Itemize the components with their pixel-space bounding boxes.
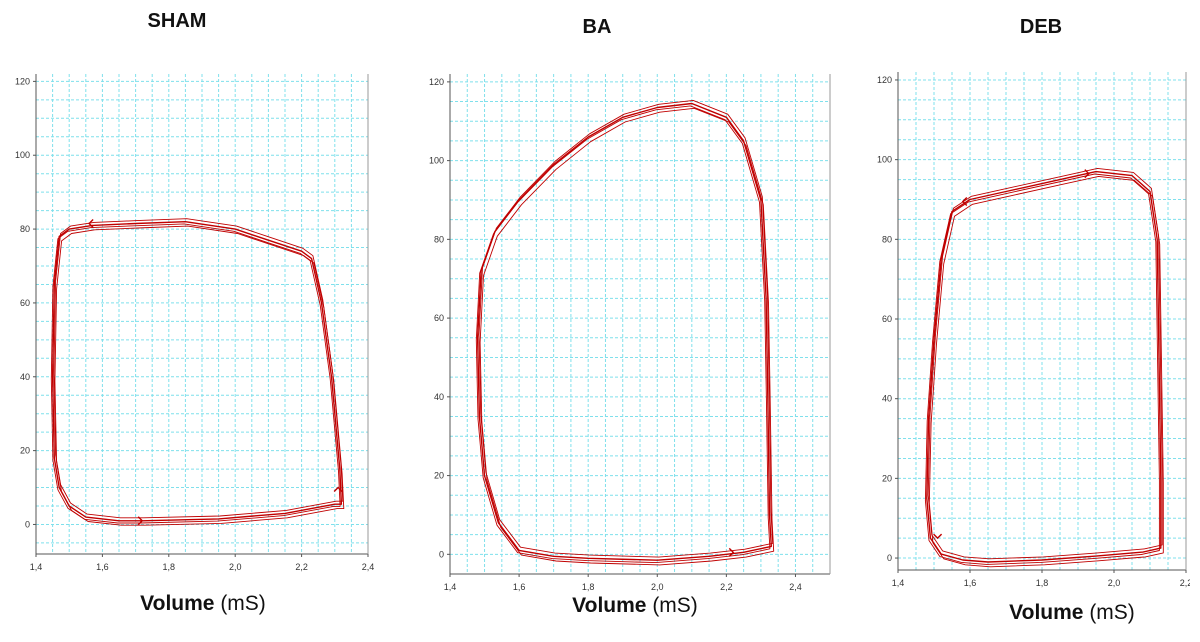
direction-arrow	[961, 196, 968, 206]
x-tick-label: 2,0	[1108, 578, 1121, 588]
x-axis-label-deb: Volume (mS)	[962, 601, 1182, 625]
y-tick-label: 40	[434, 392, 444, 402]
y-tick-label: 100	[877, 155, 892, 165]
pv-loop-trace	[478, 99, 774, 558]
x-tick-label: 1,8	[163, 562, 176, 572]
pv-loop-trace	[51, 221, 343, 522]
x-axis-label-unit: (mS)	[1089, 601, 1135, 624]
y-tick-label: 60	[434, 313, 444, 323]
y-tick-label: 120	[429, 77, 444, 87]
y-tick-label: 100	[15, 150, 30, 160]
x-axis-label-ba: Volume (mS)	[525, 594, 745, 618]
chart-sham: 0 20 40 60 80 100 120 1,4 1,6 1,8 2,0 2,2 2,4	[15, 74, 375, 572]
x-tick-label: 1,4	[444, 582, 457, 592]
direction-arrow	[137, 516, 144, 526]
y-tick-label: 20	[434, 471, 444, 481]
x-tick-label: 2,2	[1180, 578, 1190, 588]
pv-loop-trace	[54, 225, 345, 526]
y-tick-label: 80	[434, 234, 444, 244]
x-tick-label: 1,4	[30, 562, 43, 572]
y-tick-label: 40	[882, 394, 892, 404]
x-tick-label: 1,6	[964, 578, 977, 588]
y-tick-label: 60	[20, 298, 30, 308]
y-tick-label: 40	[20, 372, 30, 382]
direction-arrow	[728, 547, 735, 557]
y-tick-label: 20	[882, 473, 892, 483]
x-tick-label: 1,4	[892, 578, 905, 588]
x-tick-label: 2,0	[651, 582, 664, 592]
x-tick-label: 2,4	[789, 582, 802, 592]
y-tick-label: 60	[882, 314, 892, 324]
pv-loop-trace	[927, 167, 1163, 560]
pv-loop-trace	[475, 105, 771, 564]
pv-loop-trace	[50, 223, 341, 524]
pv-loop-trace	[476, 102, 772, 561]
x-axis-label-sham: Volume (mS)	[93, 592, 313, 616]
pv-loop-trace	[928, 175, 1164, 568]
x-tick-label: 2,4	[362, 562, 375, 572]
pv-loop-trace	[924, 173, 1160, 565]
pv-loop-trace	[53, 218, 344, 519]
y-tick-label: 120	[15, 76, 30, 86]
x-axis-label-unit: (mS)	[652, 594, 698, 617]
y-tick-label: 20	[20, 446, 30, 456]
chart-title-deb: DEB	[1019, 16, 1063, 38]
x-axis-label-unit: (mS)	[220, 592, 266, 615]
pv-loop-trace	[926, 170, 1162, 563]
direction-arrow	[1084, 169, 1090, 179]
x-tick-label: 2,2	[720, 582, 733, 592]
direction-arrow	[933, 533, 943, 540]
x-tick-label: 1,6	[513, 582, 526, 592]
x-tick-label: 1,8	[1036, 578, 1049, 588]
y-tick-label: 120	[877, 75, 892, 85]
y-tick-label: 80	[20, 224, 30, 234]
x-tick-label: 2,0	[229, 562, 242, 572]
direction-arrow	[333, 486, 343, 493]
y-tick-label: 80	[882, 234, 892, 244]
x-tick-label: 1,6	[96, 562, 109, 572]
y-tick-label: 0	[887, 553, 892, 563]
chart-ba: 0 20 40 60 80 100 120 1,4 1,6 1,8 2,0 2,2 2,4	[429, 74, 831, 592]
x-axis-label-bold: Volume	[572, 594, 647, 617]
pv-loop-trace	[479, 107, 775, 566]
y-tick-label: 0	[439, 549, 444, 559]
x-tick-label: 2,2	[295, 562, 308, 572]
chart-deb: 0 20 40 60 80 100 120 1,4 1,6 1,8 2,0 2,2	[877, 72, 1190, 588]
x-tick-label: 1,8	[582, 582, 595, 592]
x-axis-label-bold: Volume	[140, 592, 215, 615]
y-tick-label: 100	[429, 156, 444, 166]
chart-title-ba: BA	[582, 16, 612, 38]
y-tick-label: 0	[25, 519, 30, 529]
x-axis-label-bold: Volume	[1009, 601, 1084, 624]
direction-arrow	[88, 219, 94, 229]
chart-title-sham: SHAM	[147, 10, 207, 32]
